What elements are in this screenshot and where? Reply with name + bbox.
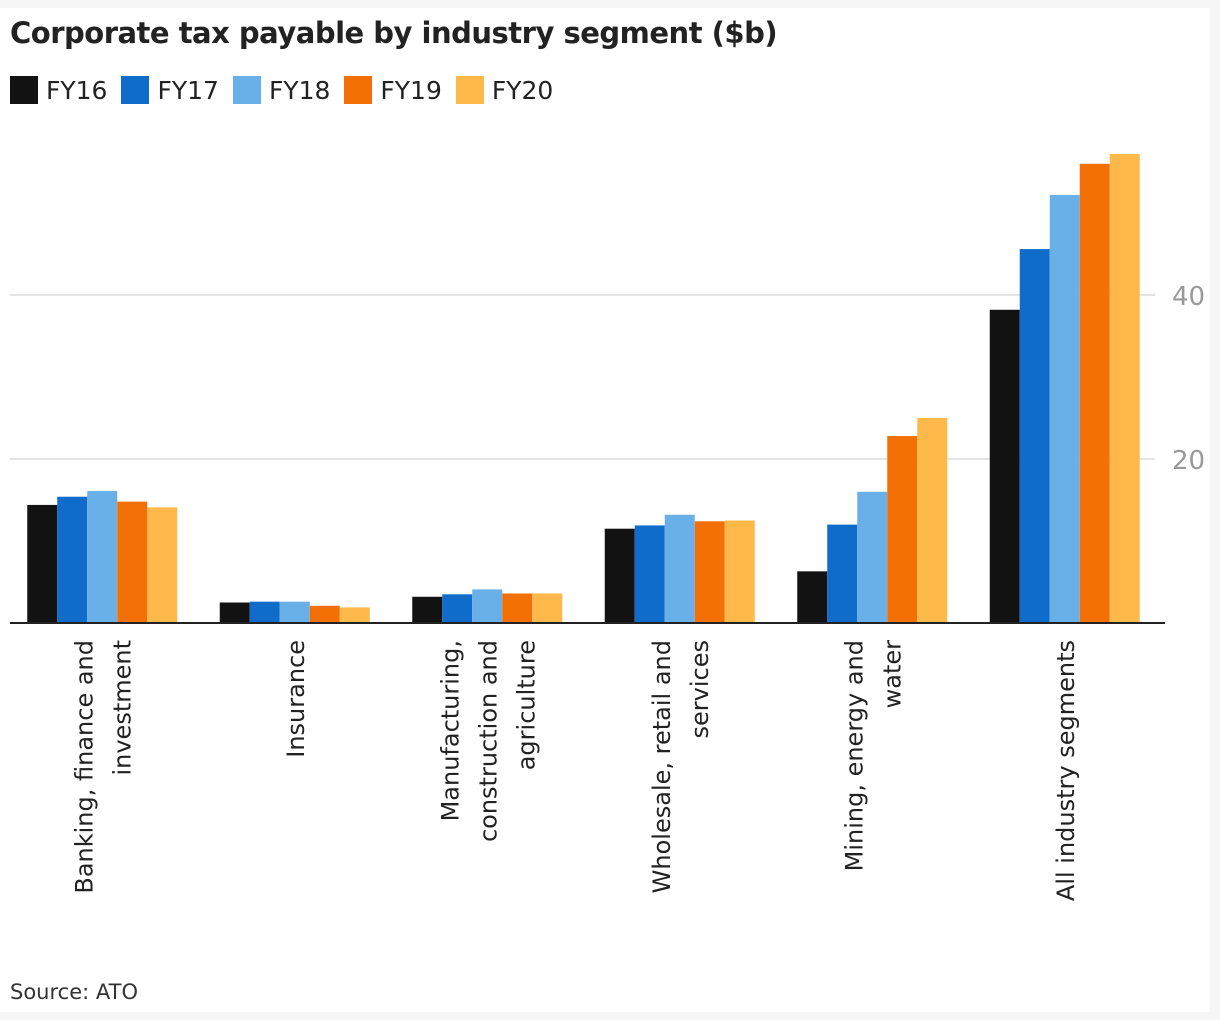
legend-label: FY17 <box>157 75 219 105</box>
bar <box>827 524 858 623</box>
legend-swatch <box>455 76 484 104</box>
x-tick-label-line: All industry segments <box>1052 640 1080 901</box>
bar <box>502 593 533 623</box>
legend-item-fy20: FY20 <box>455 75 554 105</box>
bar <box>219 602 250 623</box>
bar <box>1019 249 1050 623</box>
x-tick-label: Wholesale, retail and services <box>648 640 714 893</box>
legend-label: FY19 <box>380 75 442 105</box>
x-tick-label-line: construction and <box>474 640 502 842</box>
bar <box>989 309 1020 623</box>
bar <box>279 601 310 623</box>
x-tick-label: Banking, finance and investment <box>70 640 136 894</box>
x-tick-label: Insurance <box>282 640 310 758</box>
x-tick-label: All industry segments <box>1052 640 1080 901</box>
y-tick-label: 40 <box>1172 282 1205 312</box>
legend-swatch <box>121 76 150 104</box>
legend-item-fy16: FY16 <box>10 76 107 105</box>
bar <box>797 571 828 623</box>
x-tick-label-line: Manufacturing, <box>436 640 464 821</box>
bar <box>117 501 148 623</box>
x-tick-label: Manufacturing, construction and agricultur… <box>436 640 540 842</box>
bar <box>857 491 888 623</box>
x-tick-label-line: Mining, energy and <box>840 640 868 871</box>
source-note: Source: ATO <box>10 980 138 1004</box>
bar <box>664 514 695 623</box>
legend-swatch <box>10 76 38 104</box>
bar <box>27 504 58 623</box>
x-tick-label-line: agriculture <box>512 640 540 770</box>
bar <box>412 596 443 623</box>
y-tick-label: 20 <box>1172 446 1205 476</box>
bar <box>249 601 280 623</box>
bar <box>887 436 918 623</box>
bar <box>57 496 88 623</box>
legend-item-fy19: FY19 <box>344 75 442 105</box>
legend-item-fy17: FY17 <box>121 75 219 105</box>
legend-swatch <box>344 76 373 104</box>
bar <box>1109 153 1140 623</box>
chart-title: Corporate tax payable by industry segmen… <box>10 16 778 50</box>
bar <box>1049 194 1080 623</box>
x-tick-label: Mining, energy and water <box>840 640 906 871</box>
x-tick-label-line: Banking, finance and <box>70 640 98 894</box>
legend-swatch <box>232 76 261 104</box>
bar <box>917 418 948 623</box>
bar <box>1079 163 1110 624</box>
legend-label: FY18 <box>268 75 331 105</box>
legend-item-fy18: FY18 <box>232 75 331 105</box>
legend-label: FY20 <box>491 75 554 105</box>
x-tick-label-line: services <box>686 640 714 738</box>
legend-label: FY16 <box>46 75 108 105</box>
legend: FY16 FY17 FY18 FY19 FY20 <box>10 72 567 108</box>
x-tick-label-line: investment <box>108 640 136 776</box>
bar <box>339 607 370 623</box>
bar <box>532 593 563 623</box>
x-tick-label-line: Wholesale, retail and <box>648 640 676 893</box>
bar <box>634 525 665 623</box>
x-tick-label-line: water <box>878 640 906 709</box>
bar <box>472 589 503 623</box>
bar <box>724 520 755 623</box>
x-tick-label-line: Insurance <box>282 640 310 758</box>
bar <box>87 490 118 623</box>
bar <box>147 507 178 623</box>
bar <box>309 605 340 623</box>
bar <box>442 594 473 623</box>
bar <box>604 528 635 623</box>
bar <box>694 521 725 623</box>
